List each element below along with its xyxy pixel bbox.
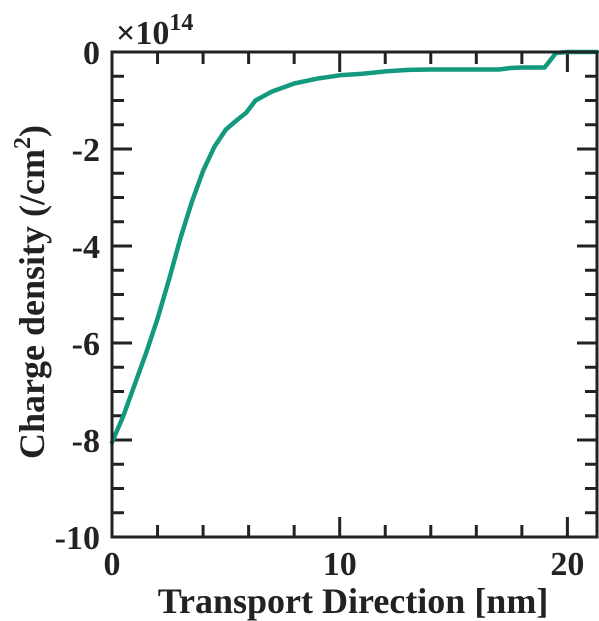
y-axis-label-text: Charge density (/cm xyxy=(12,149,52,459)
x-tick-labels: 0 10 20 xyxy=(104,546,585,583)
scale-label-base: ×10 xyxy=(116,15,169,52)
x-axis-label-text: Transport Direction [nm] xyxy=(158,581,549,621)
y-tick-label: 0 xyxy=(83,35,100,72)
major-ticks xyxy=(110,50,597,539)
plot-frame xyxy=(110,50,599,539)
y-tick-label: -2 xyxy=(72,132,100,169)
y-tick-label: -4 xyxy=(72,229,100,266)
scale-label-exponent: 14 xyxy=(169,10,193,36)
x-tick-label: 0 xyxy=(104,546,121,583)
y-tick-label: -6 xyxy=(72,326,100,363)
y-axis-label-suffix: ) xyxy=(12,125,52,137)
x-axis-label: Transport Direction [nm] xyxy=(158,581,549,621)
x-tick-label: 20 xyxy=(550,546,584,583)
scale-label: ×1014 xyxy=(116,10,193,52)
y-tick-label: -8 xyxy=(72,423,100,460)
y-axis-label: Charge density (/cm2) xyxy=(10,125,52,459)
minor-ticks xyxy=(112,52,597,537)
x-tick-label: 10 xyxy=(323,546,357,583)
y-tick-label: -10 xyxy=(55,520,100,557)
y-tick-labels: 0 -2 -4 -6 -8 -10 xyxy=(55,35,100,557)
y-axis-label-superscript: 2 xyxy=(10,137,36,149)
series-line xyxy=(109,49,599,445)
